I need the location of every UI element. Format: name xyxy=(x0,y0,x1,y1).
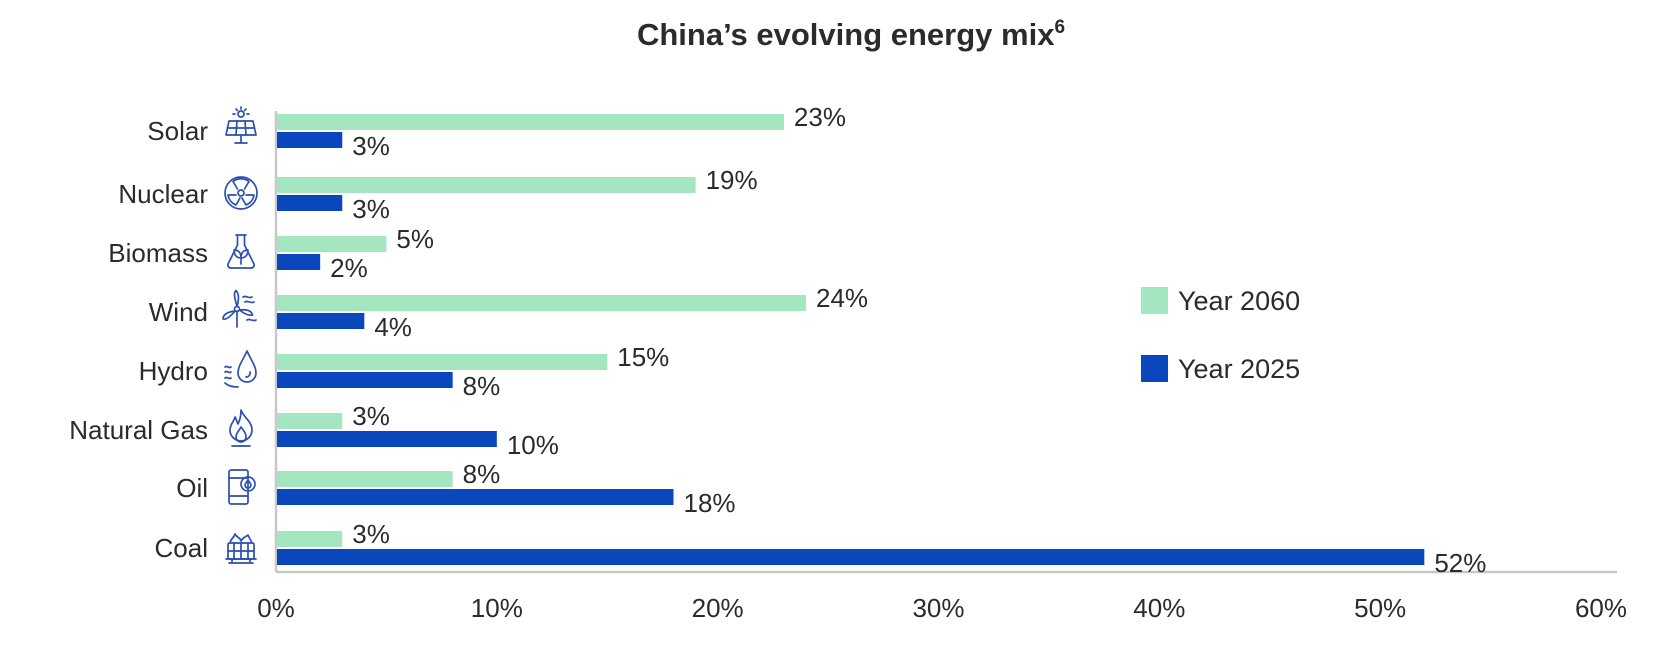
value-label-year-2060-hydro: 15% xyxy=(617,342,669,372)
wind-turbine-icon xyxy=(222,289,257,328)
bar-year-2060-solar xyxy=(277,114,784,130)
value-label-year-2060-biomass: 5% xyxy=(396,224,434,254)
bar-year-2060-coal xyxy=(277,531,343,547)
x-tick-label-50: 50% xyxy=(1354,593,1406,623)
bar-year-2025-natural-gas xyxy=(277,431,497,447)
chart-marks: 0% 10% 20% 30% 40% 50% 60% Solar 23% 3% Nuclear 19%… xyxy=(69,102,1627,623)
value-label-year-2025-oil: 18% xyxy=(684,488,736,518)
oil-barrel-icon xyxy=(228,469,256,505)
bar-year-2025-nuclear xyxy=(277,195,343,211)
legend-swatch-year-2025 xyxy=(1141,355,1168,382)
value-label-year-2025-biomass: 2% xyxy=(330,253,368,283)
value-label-year-2025-hydro: 8% xyxy=(463,371,501,401)
category-label-oil: Oil xyxy=(176,473,208,503)
value-label-year-2060-oil: 8% xyxy=(463,459,501,489)
bar-year-2060-oil xyxy=(277,471,453,487)
value-label-year-2025-coal: 52% xyxy=(1434,548,1486,578)
natural-gas-flame-icon xyxy=(229,409,253,447)
legend-swatch-year-2060 xyxy=(1141,287,1168,314)
chart-title: China’s evolving energy mix6 xyxy=(637,17,1065,52)
category-label-biomass: Biomass xyxy=(108,238,208,268)
nuclear-icon xyxy=(224,176,258,210)
bar-year-2025-solar xyxy=(277,132,343,148)
biomass-flask-icon xyxy=(226,234,256,269)
category-label-coal: Coal xyxy=(155,533,208,563)
category-label-natural-gas: Natural Gas xyxy=(69,415,208,445)
category-label-wind: Wind xyxy=(149,297,208,327)
x-tick-label-20: 20% xyxy=(692,593,744,623)
bar-year-2060-hydro xyxy=(277,354,608,370)
x-tick-label-60: 60% xyxy=(1575,593,1627,623)
hydro-water-drop-icon xyxy=(224,350,257,388)
legend-label-year-2060: Year 2060 xyxy=(1178,286,1300,316)
coal-cart-icon xyxy=(225,533,257,564)
value-label-year-2060-wind: 24% xyxy=(816,283,868,313)
value-label-year-2060-nuclear: 19% xyxy=(706,165,758,195)
bar-year-2025-coal xyxy=(277,549,1425,565)
bar-year-2025-hydro xyxy=(277,372,453,388)
x-tick-label-0: 0% xyxy=(257,593,295,623)
bar-year-2025-oil xyxy=(277,489,674,505)
bar-year-2060-nuclear xyxy=(277,177,696,193)
bar-year-2060-biomass xyxy=(277,236,387,252)
value-label-year-2060-solar: 23% xyxy=(794,102,846,132)
x-tick-label-10: 10% xyxy=(471,593,523,623)
category-label-hydro: Hydro xyxy=(139,356,208,386)
chart-title-superscript: 6 xyxy=(1054,17,1065,38)
x-tick-label-30: 30% xyxy=(912,593,964,623)
chart-title-text: China’s evolving energy mix xyxy=(637,17,1055,52)
category-label-solar: Solar xyxy=(147,116,208,146)
legend-label-year-2025: Year 2025 xyxy=(1178,354,1300,384)
bar-year-2025-biomass xyxy=(277,254,321,270)
x-tick-label-40: 40% xyxy=(1133,593,1185,623)
solar-panel-icon xyxy=(225,106,257,144)
value-label-year-2025-natural-gas: 10% xyxy=(507,430,559,460)
bar-year-2025-wind xyxy=(277,313,365,329)
category-label-nuclear: Nuclear xyxy=(118,179,208,209)
value-label-year-2025-wind: 4% xyxy=(374,312,412,342)
value-label-year-2060-coal: 3% xyxy=(352,519,390,549)
bar-year-2060-wind xyxy=(277,295,806,311)
value-label-year-2060-natural-gas: 3% xyxy=(352,401,390,431)
chart-legend: Year 2060 Year 2025 xyxy=(1141,286,1300,384)
value-label-year-2025-nuclear: 3% xyxy=(352,194,390,224)
bar-year-2060-natural-gas xyxy=(277,413,343,429)
value-label-year-2025-solar: 3% xyxy=(352,131,390,161)
